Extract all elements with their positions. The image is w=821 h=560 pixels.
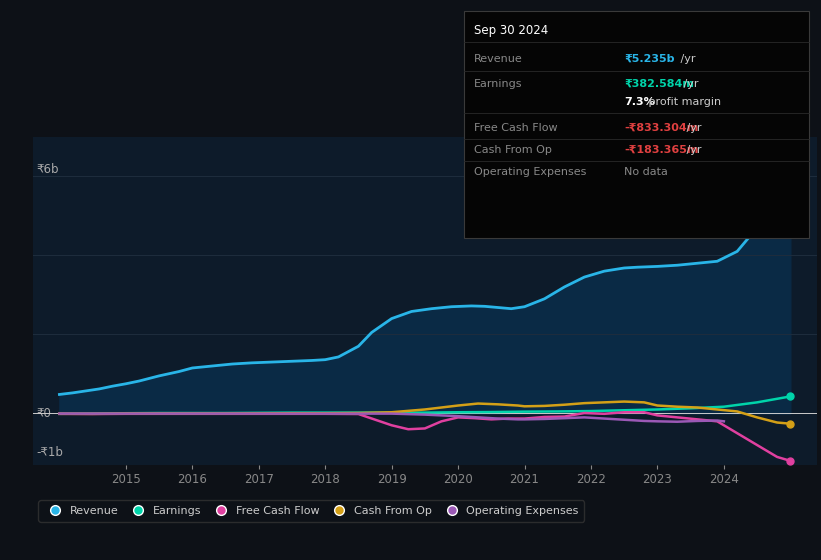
Text: No data: No data (624, 167, 667, 178)
Text: profit margin: profit margin (645, 97, 722, 108)
Text: Cash From Op: Cash From Op (474, 145, 552, 155)
Text: ₹6b: ₹6b (37, 164, 59, 176)
Legend: Revenue, Earnings, Free Cash Flow, Cash From Op, Operating Expenses: Revenue, Earnings, Free Cash Flow, Cash … (39, 501, 584, 521)
Text: Operating Expenses: Operating Expenses (474, 167, 586, 178)
Text: ₹382.584m: ₹382.584m (624, 79, 694, 89)
Text: 7.3%: 7.3% (624, 97, 654, 108)
Text: -₹833.304m: -₹833.304m (624, 123, 698, 133)
Text: Free Cash Flow: Free Cash Flow (474, 123, 557, 133)
Text: Revenue: Revenue (474, 54, 522, 64)
Text: -₹183.365m: -₹183.365m (624, 145, 699, 155)
Text: /yr: /yr (683, 123, 702, 133)
Text: Earnings: Earnings (474, 79, 522, 89)
Text: -₹1b: -₹1b (37, 446, 64, 459)
Text: ₹0: ₹0 (37, 407, 52, 420)
Text: /yr: /yr (677, 54, 696, 64)
Text: Sep 30 2024: Sep 30 2024 (474, 24, 548, 38)
Text: ₹5.235b: ₹5.235b (624, 54, 675, 64)
Text: /yr: /yr (680, 79, 699, 89)
Text: /yr: /yr (683, 145, 702, 155)
